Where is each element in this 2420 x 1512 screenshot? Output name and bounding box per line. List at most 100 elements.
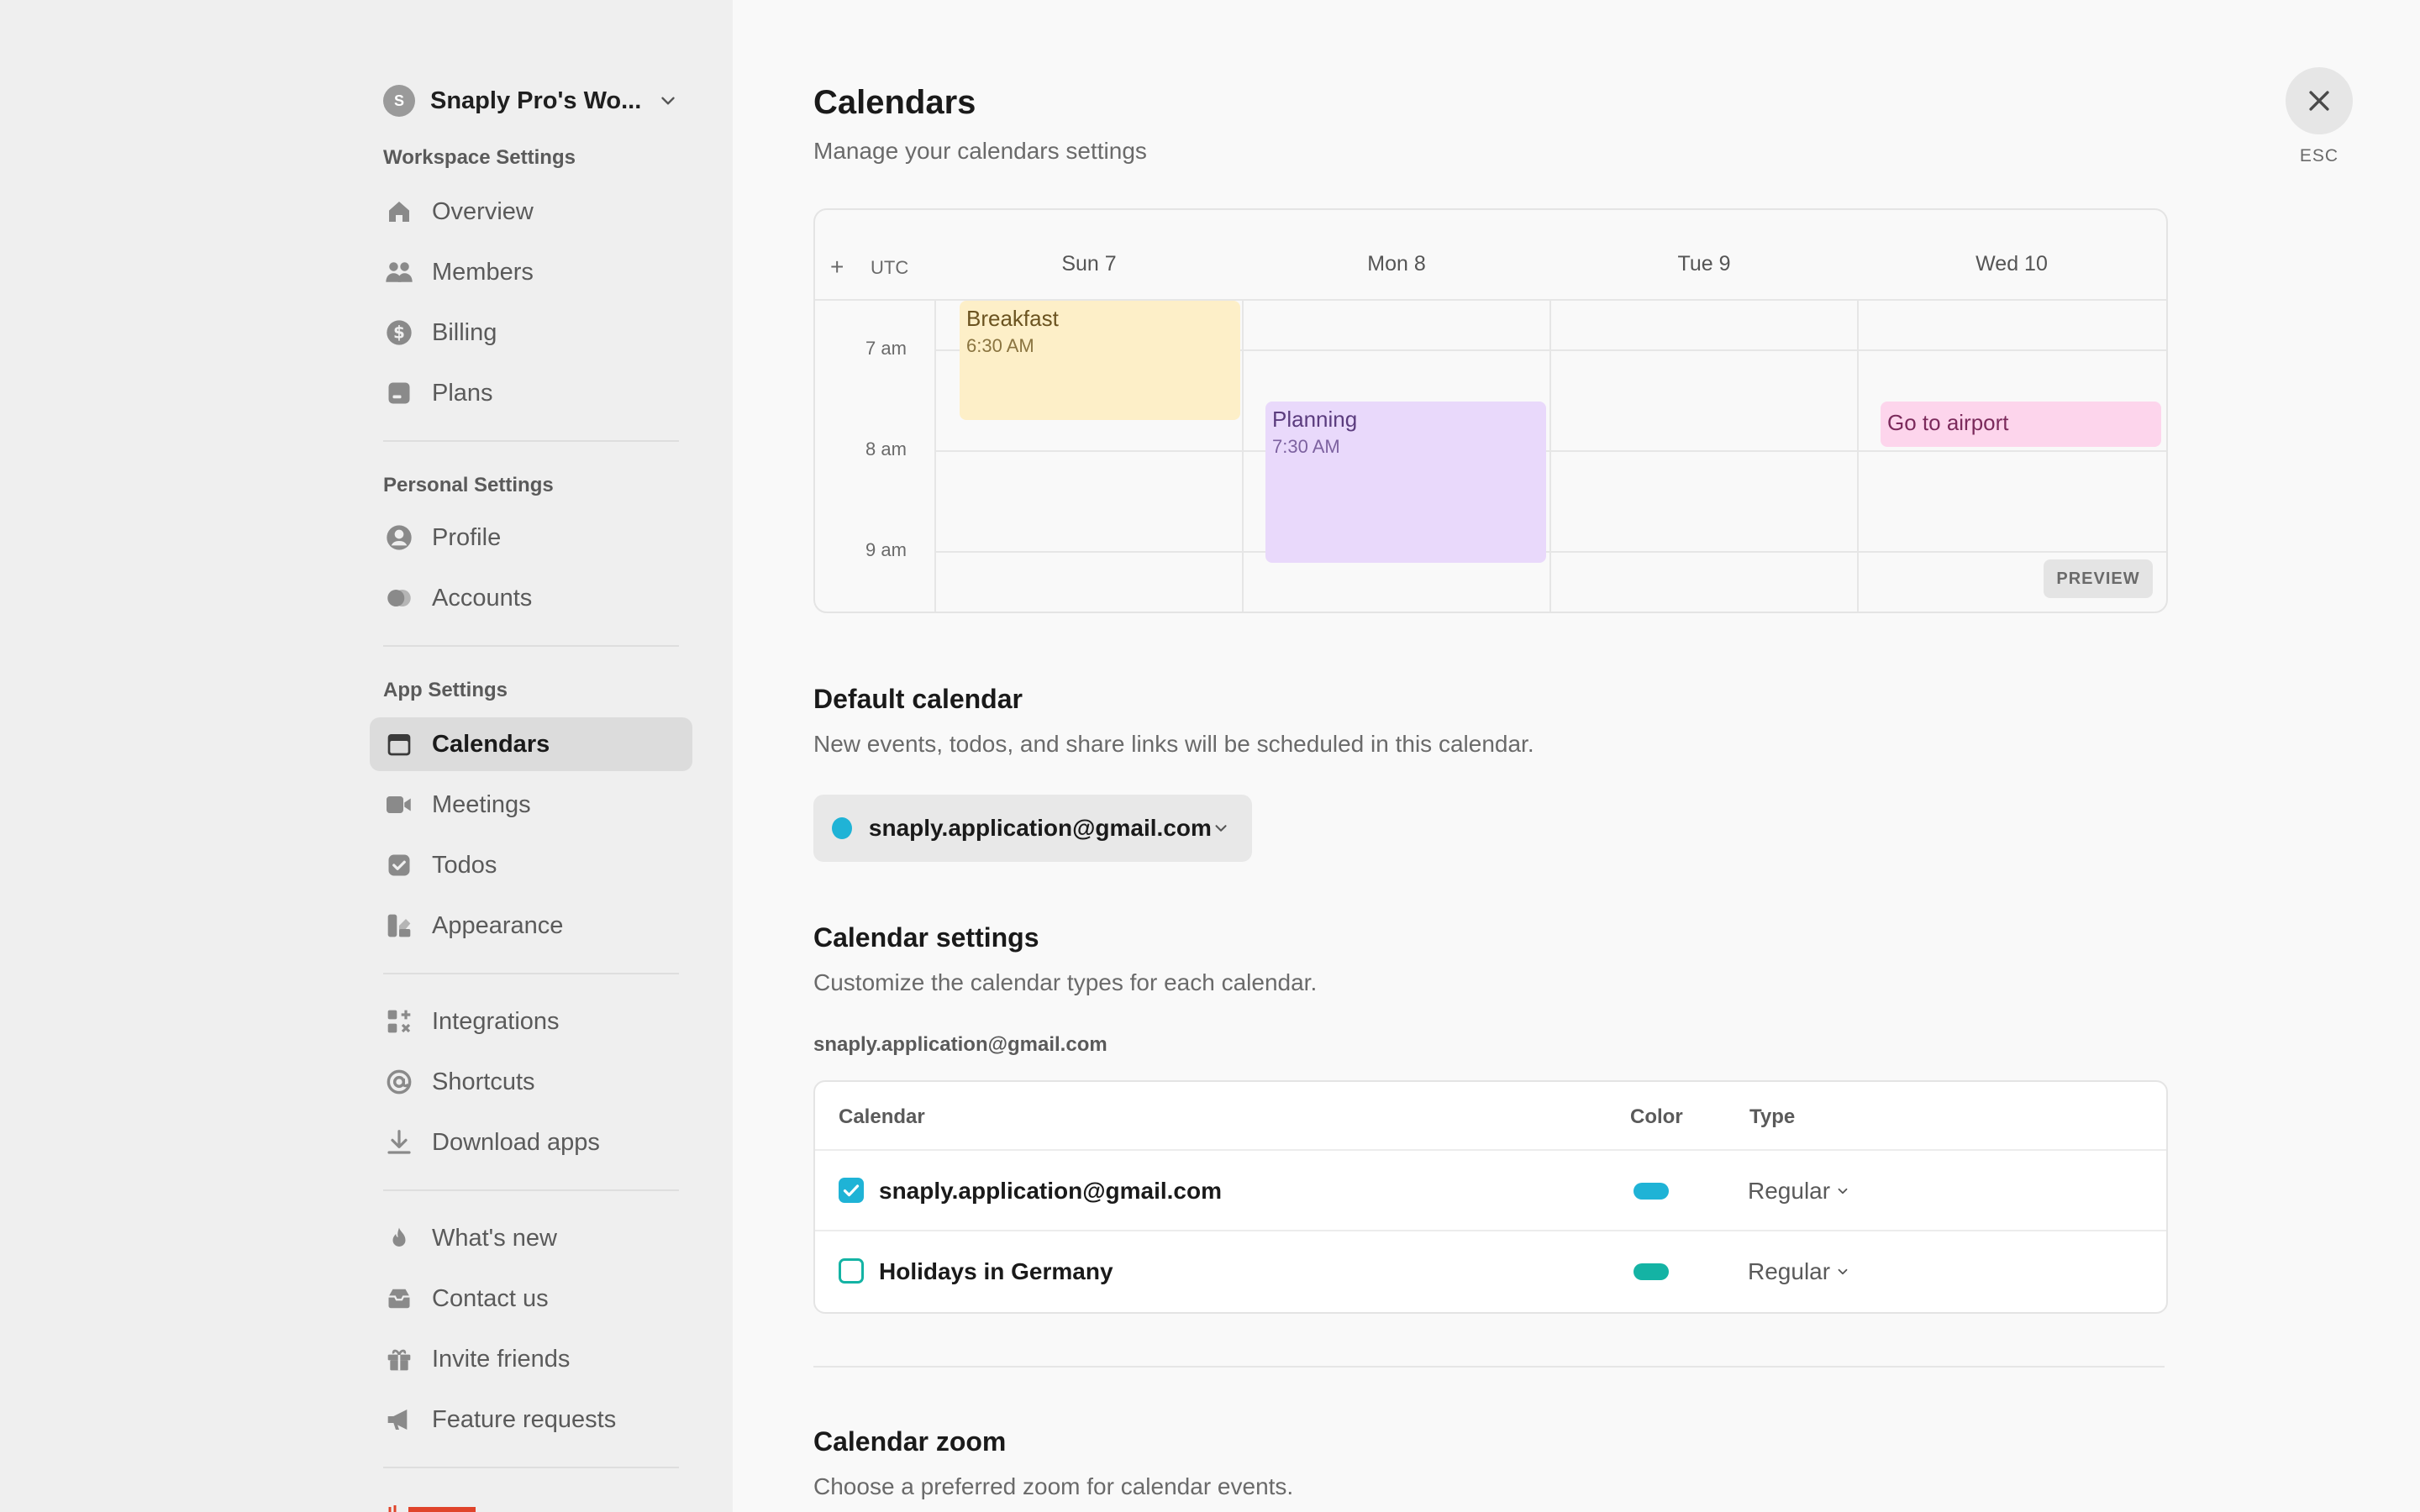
chevron-down-icon [1838, 1188, 1848, 1194]
color-swatch[interactable] [1634, 1183, 1669, 1200]
sidebar-item-shortcuts[interactable]: Shortcuts [370, 1055, 692, 1109]
sidebar-item-todos[interactable]: Todos [370, 838, 692, 892]
accounts-icon [385, 584, 413, 612]
divider [383, 1467, 679, 1468]
sidebar-item-label: Download apps [432, 1128, 600, 1156]
sidebar-item-accounts[interactable]: Accounts [370, 571, 692, 625]
sidebar-item-plans[interactable]: Plans [370, 366, 692, 420]
column-header-type: Type [1749, 1105, 1796, 1128]
close-button[interactable] [2286, 67, 2353, 134]
sidebar-item-meetings[interactable]: Meetings [370, 778, 692, 832]
sidebar-item-integrations[interactable]: Integrations [370, 995, 692, 1048]
sidebar-item-download-apps[interactable]: Download apps [370, 1116, 692, 1169]
calendar-color-dot [832, 817, 852, 839]
svg-text:$: $ [393, 323, 405, 343]
calendar-settings-title: Calendar settings [813, 922, 1039, 953]
chevron-down-icon [661, 97, 675, 105]
logout-partial[interactable] [383, 1495, 484, 1512]
calendar-checkbox-unchecked[interactable] [839, 1258, 864, 1284]
event-title: Planning [1272, 407, 1358, 432]
sidebar-item-label: Feature requests [432, 1405, 617, 1433]
appearance-icon [385, 911, 413, 940]
event-planning[interactable]: Planning 7:30 AM [1265, 402, 1546, 563]
chevron-down-icon [1838, 1268, 1848, 1275]
integrations-icon [385, 1007, 413, 1036]
header-divider [815, 299, 2166, 301]
day-header: Wed 10 [1975, 252, 2048, 276]
sidebar: S Snaply Pro's Wo... Workspace Settings … [0, 0, 733, 1512]
time-label: 8 am [865, 438, 907, 459]
sidebar-item-label: Overview [432, 197, 534, 225]
section-divider [813, 1366, 2165, 1368]
esc-label: ESC [2299, 146, 2339, 165]
table-row: snaply.application@gmail.com Regular [815, 1149, 2166, 1231]
add-icon[interactable]: + [830, 254, 844, 280]
type-select[interactable]: Regular [1748, 1178, 1850, 1205]
inbox-icon [385, 1284, 413, 1313]
day-header: Tue 9 [1677, 252, 1731, 276]
section-personal-settings: Personal Settings [383, 474, 554, 496]
column-header-calendar: Calendar [839, 1105, 925, 1128]
home-icon [385, 197, 413, 226]
sidebar-item-contact-us[interactable]: Contact us [370, 1272, 692, 1326]
sidebar-item-calendars[interactable]: Calendars [370, 717, 692, 771]
type-value: Regular [1748, 1258, 1831, 1284]
divider [383, 973, 679, 974]
sidebar-item-label: Todos [432, 851, 497, 879]
event-go-to-airport[interactable]: Go to airport [1881, 402, 2161, 447]
sidebar-item-label: What's new [432, 1224, 557, 1252]
workspace-name: Snaply Pro's Wo... [430, 87, 642, 114]
calendar-checkbox-checked[interactable] [839, 1178, 864, 1203]
user-icon [385, 523, 413, 552]
day-header: Sun 7 [1061, 252, 1117, 276]
sidebar-item-billing[interactable]: $ Billing [370, 306, 692, 360]
flame-icon [385, 1224, 413, 1252]
check-icon [385, 851, 413, 879]
at-icon [385, 1068, 413, 1096]
grid-line [1549, 301, 1551, 612]
grid-line [936, 450, 2166, 452]
default-calendar-description: New events, todos, and share links will … [813, 731, 1534, 757]
sidebar-item-overview[interactable]: Overview [370, 185, 692, 239]
sidebar-item-label: Accounts [432, 584, 533, 612]
megaphone-icon [385, 1405, 413, 1434]
sidebar-item-profile[interactable]: Profile [370, 511, 692, 564]
event-breakfast[interactable]: Breakfast 6:30 AM [960, 301, 1240, 420]
chevron-down-icon [1215, 825, 1227, 832]
sidebar-item-label: Calendars [432, 730, 550, 758]
type-value: Regular [1748, 1178, 1831, 1204]
sidebar-item-members[interactable]: Members [370, 245, 692, 299]
sidebar-item-appearance[interactable]: Appearance [370, 899, 692, 953]
sidebar-item-whats-new[interactable]: What's new [370, 1211, 692, 1265]
event-title: Breakfast [966, 306, 1059, 331]
dollar-icon: $ [385, 318, 413, 347]
sidebar-item-label: Invite friends [432, 1345, 571, 1373]
grid-line [1242, 301, 1244, 612]
grid-line [936, 349, 2166, 351]
event-title: Go to airport [1887, 410, 2009, 435]
time-label: 9 am [865, 539, 907, 560]
workspace-switcher[interactable]: S Snaply Pro's Wo... [383, 82, 686, 119]
sidebar-item-label: Members [432, 258, 534, 286]
calendar-settings-description: Customize the calendar types for each ca… [813, 969, 1318, 995]
account-label: snaply.application@gmail.com [813, 1033, 1107, 1056]
sidebar-item-feature-requests[interactable]: Feature requests [370, 1393, 692, 1446]
default-calendar-select[interactable]: snaply.application@gmail.com [813, 795, 1252, 862]
timezone-label: UTC [871, 257, 909, 278]
plans-icon [385, 379, 413, 407]
sidebar-item-label: Meetings [432, 790, 531, 818]
close-icon [2309, 91, 2329, 111]
section-workspace-settings: Workspace Settings [383, 146, 576, 169]
selected-calendar: snaply.application@gmail.com [868, 815, 1212, 841]
sidebar-item-label: Billing [432, 318, 497, 346]
preview-badge: PREVIEW [2044, 559, 2153, 598]
type-select[interactable]: Regular [1748, 1258, 1850, 1285]
color-swatch[interactable] [1634, 1263, 1669, 1280]
sidebar-item-invite-friends[interactable]: Invite friends [370, 1332, 692, 1386]
default-calendar-title: Default calendar [813, 684, 1023, 714]
page-subtitle: Manage your calendars settings [813, 138, 1147, 164]
divider [383, 1189, 679, 1191]
sidebar-item-label: Contact us [432, 1284, 549, 1312]
calendar-zoom-title: Calendar zoom [813, 1426, 1007, 1457]
grid-line [934, 301, 936, 612]
